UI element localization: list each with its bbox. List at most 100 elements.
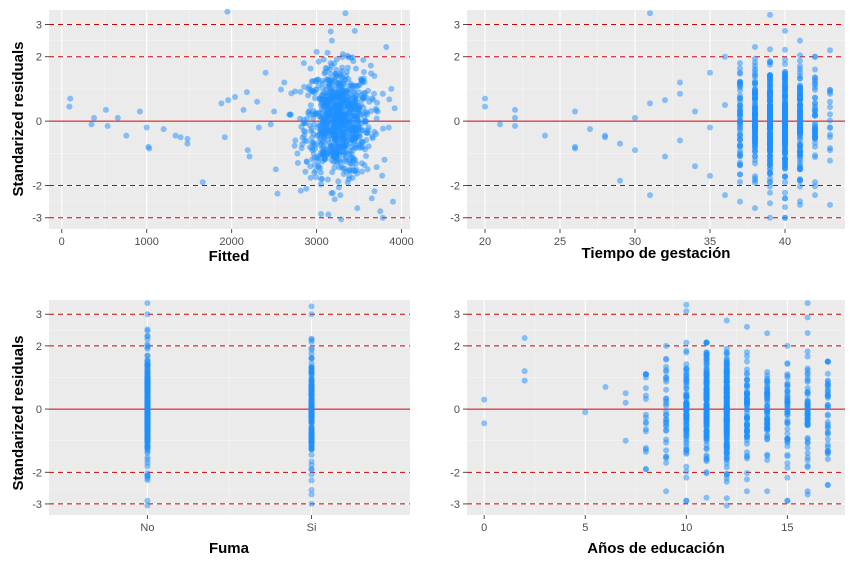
residual-point [804,444,811,451]
residual-point [752,179,758,186]
residual-point [743,414,750,421]
residual-point [314,157,321,164]
residual-point [663,363,670,370]
residual-point [752,86,758,93]
residual-point [321,70,328,77]
residual-point [797,63,803,70]
residual-point [782,27,788,34]
residual-point [797,82,803,89]
residual-point [143,124,150,131]
x-tick-label: No [140,522,154,534]
residual-point [663,459,670,466]
residual-point [663,378,670,385]
residual-point [703,367,710,374]
residual-point [318,210,325,217]
residual-point [804,330,811,337]
residual-point [804,436,811,443]
residual-point [683,301,690,308]
residual-point [797,110,803,117]
residual-point [743,371,750,378]
residual-point [316,96,323,103]
residual-point [703,402,710,409]
residual-point [723,403,730,410]
panel-background [467,300,845,515]
residual-point [782,83,788,90]
residual-point [752,205,758,212]
residual-point [703,441,710,448]
residual-point [743,423,750,430]
residual-point [327,70,334,77]
y-tick-label: -2 [450,181,460,193]
residual-point [104,122,111,129]
residual-point [737,143,743,150]
residual-point [723,398,730,405]
residual-point [663,488,670,495]
y-tick-label: -3 [32,213,42,225]
residual-point [784,497,791,504]
x-tick-label: 1000 [134,236,158,248]
residual-point [102,106,109,113]
residual-point [824,441,831,448]
residual-point [767,58,773,65]
residual-point [764,368,771,375]
residual-point [617,177,623,184]
residual-point [329,108,336,115]
residual-point [797,166,803,173]
residual-point [341,158,348,165]
residual-point [308,355,315,362]
residual-point [827,117,833,124]
residual-point [824,402,831,409]
residual-point [311,121,318,128]
y-tick-label: 0 [36,404,42,416]
residual-point [364,87,371,94]
residual-point [144,363,151,370]
residual-point [352,168,359,175]
residual-point [351,144,358,151]
residual-point [722,102,728,109]
residual-point [368,108,375,115]
residual-point [804,488,811,495]
residual-point [341,125,348,132]
residual-point [308,346,315,353]
residual-point [647,100,653,107]
residual-point [330,144,337,151]
residual-point [521,368,528,375]
x-tick-label: 0 [481,522,487,534]
residual-point [512,106,518,113]
residual-point [308,471,315,478]
residual-point [632,114,638,121]
residual-point [587,126,593,133]
residual-point [782,91,788,98]
residual-point [642,426,649,433]
residual-point [642,411,649,418]
residual-point [782,61,788,68]
residual-point [743,432,750,439]
residual-point [764,389,771,396]
residual-point [325,82,332,89]
residual-point [308,500,315,507]
residual-point [663,356,670,363]
residual-point [782,46,788,53]
residual-point [291,142,298,149]
x-tick-label: 4000 [389,236,413,248]
residual-point [782,140,788,147]
residual-point [737,171,743,178]
residual-point [782,71,788,78]
residual-point [360,56,367,63]
residual-point [764,330,771,337]
residual-point [767,85,773,92]
residual-point [244,147,251,154]
residual-point [782,195,788,202]
residual-point [144,497,151,504]
residual-point [737,95,743,102]
residual-point [723,317,730,324]
residual-point [824,436,831,443]
residual-point [337,73,344,80]
residual-point [737,114,743,121]
residual-point [764,402,771,409]
residual-point [497,121,503,128]
y-tick-label: -2 [450,467,460,479]
residual-point [812,78,818,85]
residual-point [784,360,791,367]
residual-point [683,422,690,429]
